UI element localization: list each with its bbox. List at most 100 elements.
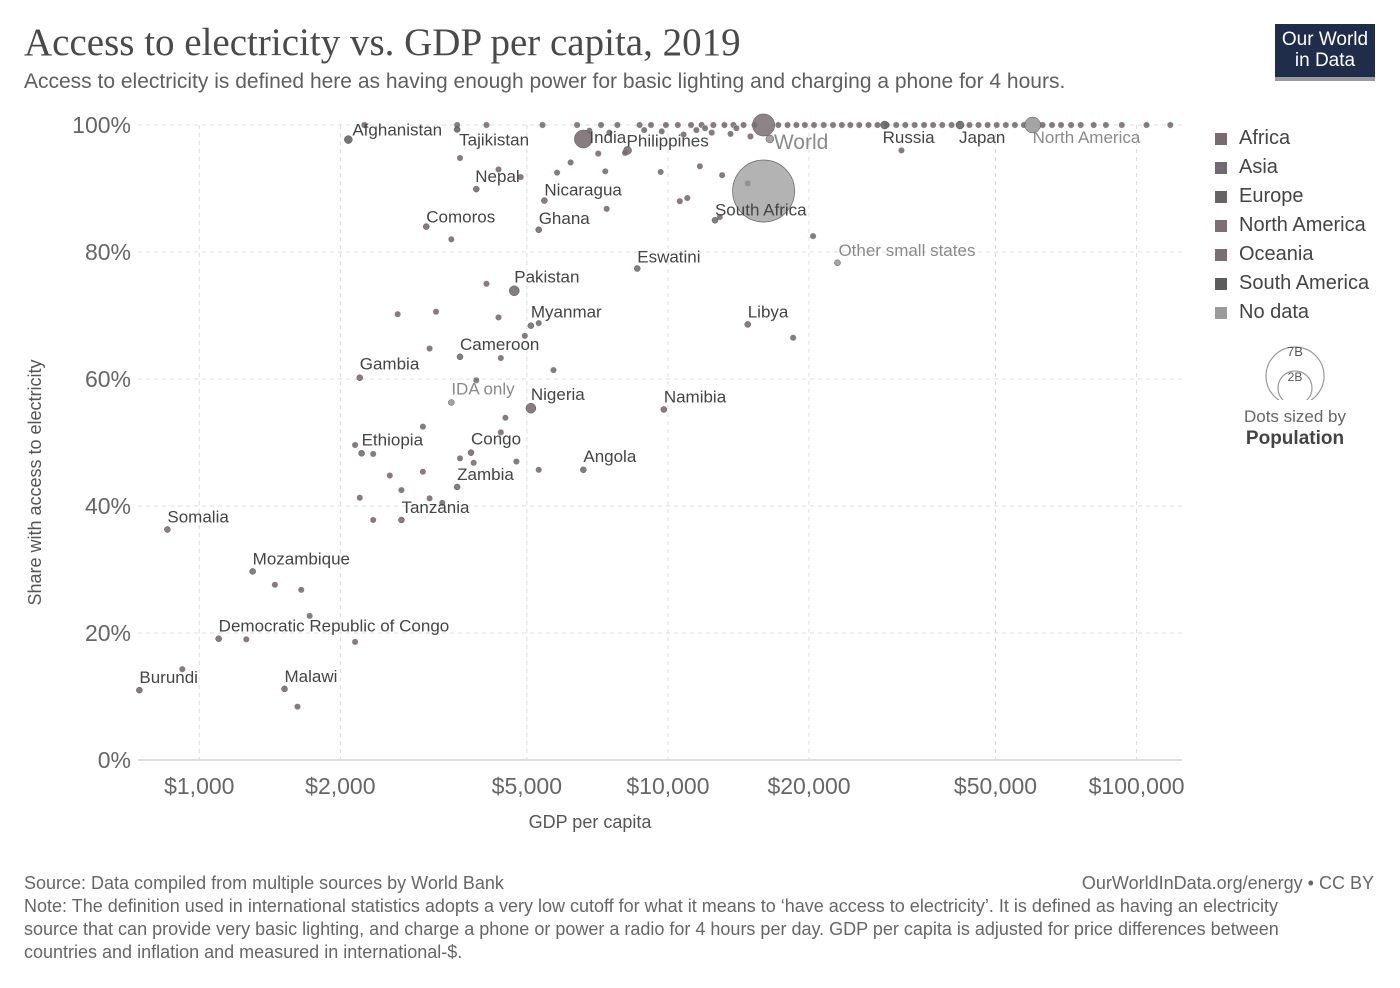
legend-item-africa[interactable]: Africa xyxy=(1215,124,1369,153)
data-point xyxy=(573,121,581,129)
data-point xyxy=(855,121,863,129)
data-point xyxy=(662,121,670,129)
data-point xyxy=(784,121,791,129)
labeled-point xyxy=(880,120,889,130)
labeled-point xyxy=(136,686,143,694)
data-point xyxy=(470,459,478,467)
labeled-point xyxy=(453,483,461,491)
data-point xyxy=(369,516,377,524)
labeled-point xyxy=(633,265,641,272)
labeled-point xyxy=(249,568,256,575)
data-point xyxy=(539,121,546,129)
data-point xyxy=(1143,121,1150,129)
legend-item-south-america[interactable]: South America xyxy=(1215,269,1369,298)
legend-swatch xyxy=(1215,132,1227,145)
legend-swatch xyxy=(1215,277,1227,290)
point-label: Other small states xyxy=(838,241,975,260)
data-point xyxy=(1048,121,1056,129)
size-legend: 7B 2B Dots sized by Population xyxy=(1230,340,1360,450)
point-label: Angola xyxy=(583,447,636,466)
size-legend-circles: 7B 2B xyxy=(1265,344,1325,400)
data-point xyxy=(747,133,754,140)
point-label: Nigeria xyxy=(531,385,585,404)
data-point xyxy=(809,232,817,240)
legend-swatch xyxy=(1215,161,1227,174)
y-tick-label: 40% xyxy=(85,493,131,519)
legend-item-europe[interactable]: Europe xyxy=(1215,182,1369,211)
labeled-point xyxy=(356,374,364,381)
size-caption: Dots sized by Population xyxy=(1230,406,1360,450)
point-label: Nicaragua xyxy=(544,181,622,200)
data-point xyxy=(1077,121,1085,129)
data-point xyxy=(550,366,557,374)
legend-swatch xyxy=(1215,306,1227,319)
data-point xyxy=(966,121,973,129)
point-label: Namibia xyxy=(664,387,727,406)
data-point xyxy=(948,121,956,129)
legend-label: Europe xyxy=(1239,185,1304,207)
region-legend: Africa Asia Europe North America Oceania… xyxy=(1215,124,1369,327)
point-label: North America xyxy=(1033,128,1141,147)
x-tick-label: $1,000 xyxy=(164,773,234,799)
data-point xyxy=(1011,121,1019,129)
labeled-point xyxy=(281,685,288,693)
labeled-point xyxy=(535,226,542,234)
legend-item-north-america[interactable]: North America xyxy=(1215,211,1369,240)
data-point xyxy=(709,121,717,129)
labeled-point xyxy=(215,635,222,642)
labeled-point xyxy=(448,399,455,406)
population-bubble xyxy=(752,113,775,137)
labeled-point xyxy=(834,259,841,267)
data-point xyxy=(398,486,405,494)
data-point xyxy=(901,121,909,129)
data-point xyxy=(740,121,747,129)
legend-item-no-data[interactable]: No data xyxy=(1215,298,1369,327)
point-label: Malawi xyxy=(285,667,338,686)
point-label: Cameroon xyxy=(460,335,539,354)
data-point xyxy=(294,703,301,711)
data-point xyxy=(178,665,186,673)
legend-swatch xyxy=(1215,219,1227,232)
data-point xyxy=(1067,121,1075,129)
data-point xyxy=(898,146,905,154)
point-label: Ghana xyxy=(539,209,591,228)
data-point xyxy=(360,121,368,129)
legend-item-asia[interactable]: Asia xyxy=(1215,153,1369,182)
data-point xyxy=(657,168,665,176)
data-point xyxy=(242,635,250,643)
data-point xyxy=(636,121,643,129)
labeled-point xyxy=(660,406,668,413)
data-point xyxy=(356,494,364,502)
point-label: Tanzania xyxy=(401,498,470,517)
data-point xyxy=(975,121,982,129)
data-point xyxy=(774,121,782,129)
data-point xyxy=(874,121,881,129)
data-point xyxy=(716,213,724,221)
point-label: Nepal xyxy=(475,167,519,186)
point-label: Pakistan xyxy=(514,268,579,287)
point-label: World xyxy=(774,131,828,154)
y-tick-label: 60% xyxy=(85,366,131,392)
data-point xyxy=(426,494,433,502)
footer-link[interactable]: OurWorldInData.org/energy • CC BY xyxy=(1081,873,1374,893)
data-point xyxy=(521,332,529,340)
data-point xyxy=(495,166,502,173)
labeled-point xyxy=(525,402,537,414)
data-point xyxy=(658,127,666,135)
data-point xyxy=(601,167,609,175)
data-point xyxy=(846,121,854,129)
legend-item-oceania[interactable]: Oceania xyxy=(1215,240,1369,269)
point-label: Ethiopia xyxy=(362,430,424,449)
labeled-point xyxy=(541,197,548,204)
data-point xyxy=(605,129,613,137)
owid-logo[interactable]: Our World in Data xyxy=(1275,24,1375,81)
point-label: Democratic Republic of Congo xyxy=(219,617,450,636)
size-circle-small xyxy=(1277,370,1313,400)
population-bubble xyxy=(732,159,795,223)
data-point xyxy=(351,441,359,449)
data-point xyxy=(718,171,726,179)
data-point xyxy=(838,121,846,129)
data-point xyxy=(567,159,575,166)
data-point xyxy=(297,586,305,594)
data-point xyxy=(394,310,402,318)
